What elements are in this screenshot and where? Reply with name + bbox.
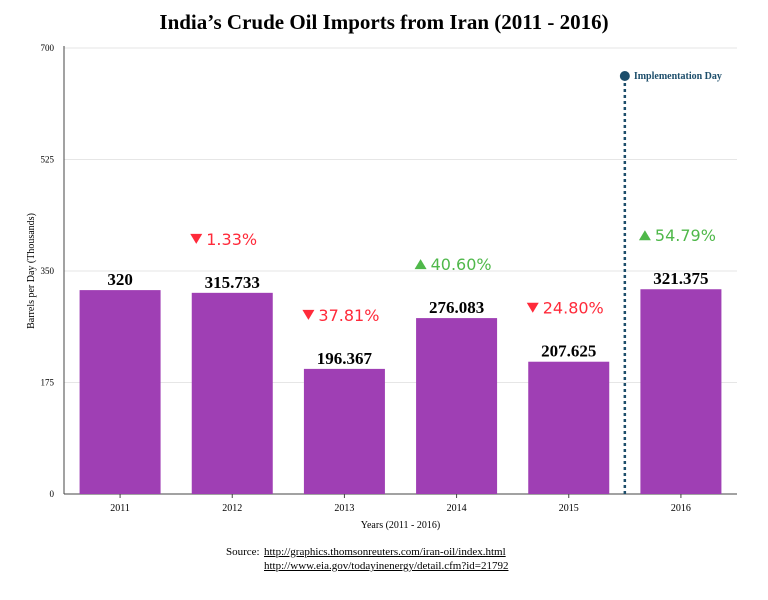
y-tick-label: 175 bbox=[41, 378, 55, 388]
x-tick-label: 2013 bbox=[334, 503, 354, 514]
x-tick-label: 2014 bbox=[447, 503, 467, 514]
bar-value-label: 321.375 bbox=[653, 269, 708, 288]
change-percent-label: 1.33% bbox=[206, 230, 257, 249]
down-triangle-icon bbox=[190, 233, 203, 244]
up-triangle-icon bbox=[414, 259, 427, 270]
change-percent-label: 37.81% bbox=[318, 306, 379, 325]
y-tick-label: 525 bbox=[41, 155, 55, 165]
implementation-day-label: Implementation Day bbox=[634, 71, 722, 82]
bar bbox=[79, 290, 161, 494]
y-tick-label: 700 bbox=[41, 43, 55, 53]
bar-chart: 0 175 350 525 700 Barrels per Day (Thousands)… bbox=[26, 43, 737, 531]
source-block: Source: http://graphics.thomsonreuters.co… bbox=[226, 545, 508, 573]
x-tick-label: 2015 bbox=[559, 503, 579, 514]
change-percent-label: 54.79% bbox=[655, 226, 716, 245]
up-triangle-icon bbox=[638, 230, 651, 241]
x-tick-label: 2016 bbox=[671, 503, 691, 514]
bar-value-label: 207.625 bbox=[541, 342, 596, 361]
bar bbox=[303, 368, 385, 494]
implementation-day-dot bbox=[619, 71, 630, 81]
down-triangle-icon bbox=[302, 309, 315, 320]
change-percent-label: 24.80% bbox=[543, 299, 604, 318]
down-triangle-icon bbox=[526, 302, 539, 313]
bar bbox=[528, 361, 610, 494]
x-tick-label: 2011 bbox=[110, 503, 130, 514]
bar bbox=[191, 292, 273, 494]
bar-value-label: 315.733 bbox=[205, 273, 260, 292]
chart-title: India’s Crude Oil Imports from Iran (201… bbox=[159, 10, 609, 34]
y-axis-label: Barrels per Day (Thousands) bbox=[26, 213, 37, 329]
x-tick-label: 2012 bbox=[222, 503, 242, 514]
x-axis-label: Years (2011 - 2016) bbox=[361, 520, 440, 531]
bar-value-label: 196.367 bbox=[317, 349, 373, 368]
source-link-thomsonreuters[interactable]: http://graphics.thomsonreuters.com/iran-… bbox=[264, 546, 506, 558]
y-tick-label: 350 bbox=[41, 266, 55, 276]
bar-value-label: 276.083 bbox=[429, 298, 484, 317]
bar bbox=[416, 318, 498, 494]
y-tick-label: 0 bbox=[50, 489, 55, 499]
change-percent-label: 40.60% bbox=[431, 255, 492, 274]
source-label: Source: bbox=[226, 546, 260, 558]
bar-value-label: 320 bbox=[107, 270, 133, 289]
bar bbox=[640, 289, 722, 494]
source-link-eia[interactable]: http://www.eia.gov/todayinenergy/detail.… bbox=[264, 560, 509, 572]
